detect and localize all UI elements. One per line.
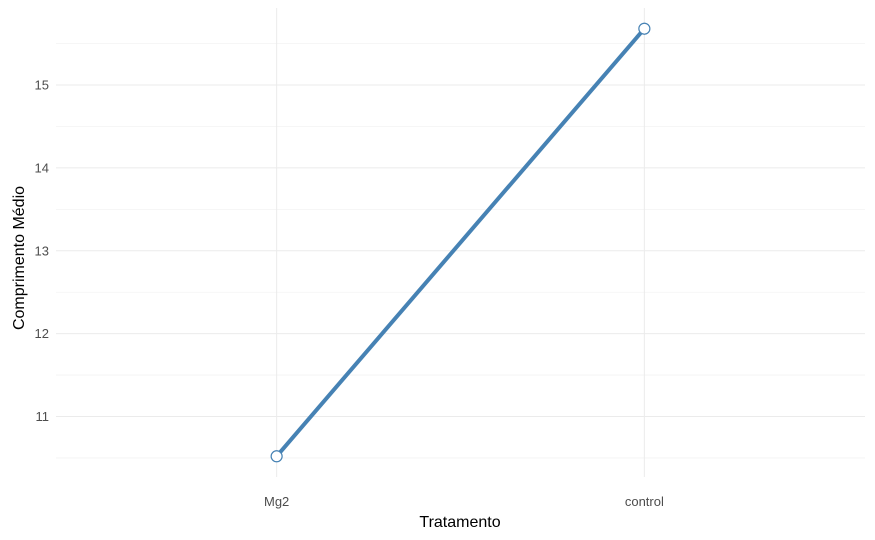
- series-line: [274, 26, 647, 459]
- major-gridlines: [56, 8, 865, 477]
- y-tick-label: 15: [35, 78, 49, 93]
- y-tick-label: 13: [35, 243, 49, 258]
- y-tick-label: 11: [36, 409, 50, 424]
- y-tick-label: 14: [35, 160, 49, 175]
- data-point: [638, 22, 651, 35]
- x-axis-title: Tratamento: [419, 514, 500, 531]
- x-tick-labels: Mg2 control: [264, 494, 664, 509]
- data-point: [270, 450, 283, 463]
- series-layer: [270, 22, 651, 463]
- y-tick-label: 12: [35, 326, 49, 341]
- y-axis-title: Comprimento Médio: [11, 186, 28, 330]
- x-tick-label: Mg2: [264, 494, 289, 509]
- x-tick-label: control: [625, 494, 664, 509]
- y-tick-labels: 11 12 13 14 15: [35, 78, 49, 424]
- minor-gridlines: [56, 43, 865, 459]
